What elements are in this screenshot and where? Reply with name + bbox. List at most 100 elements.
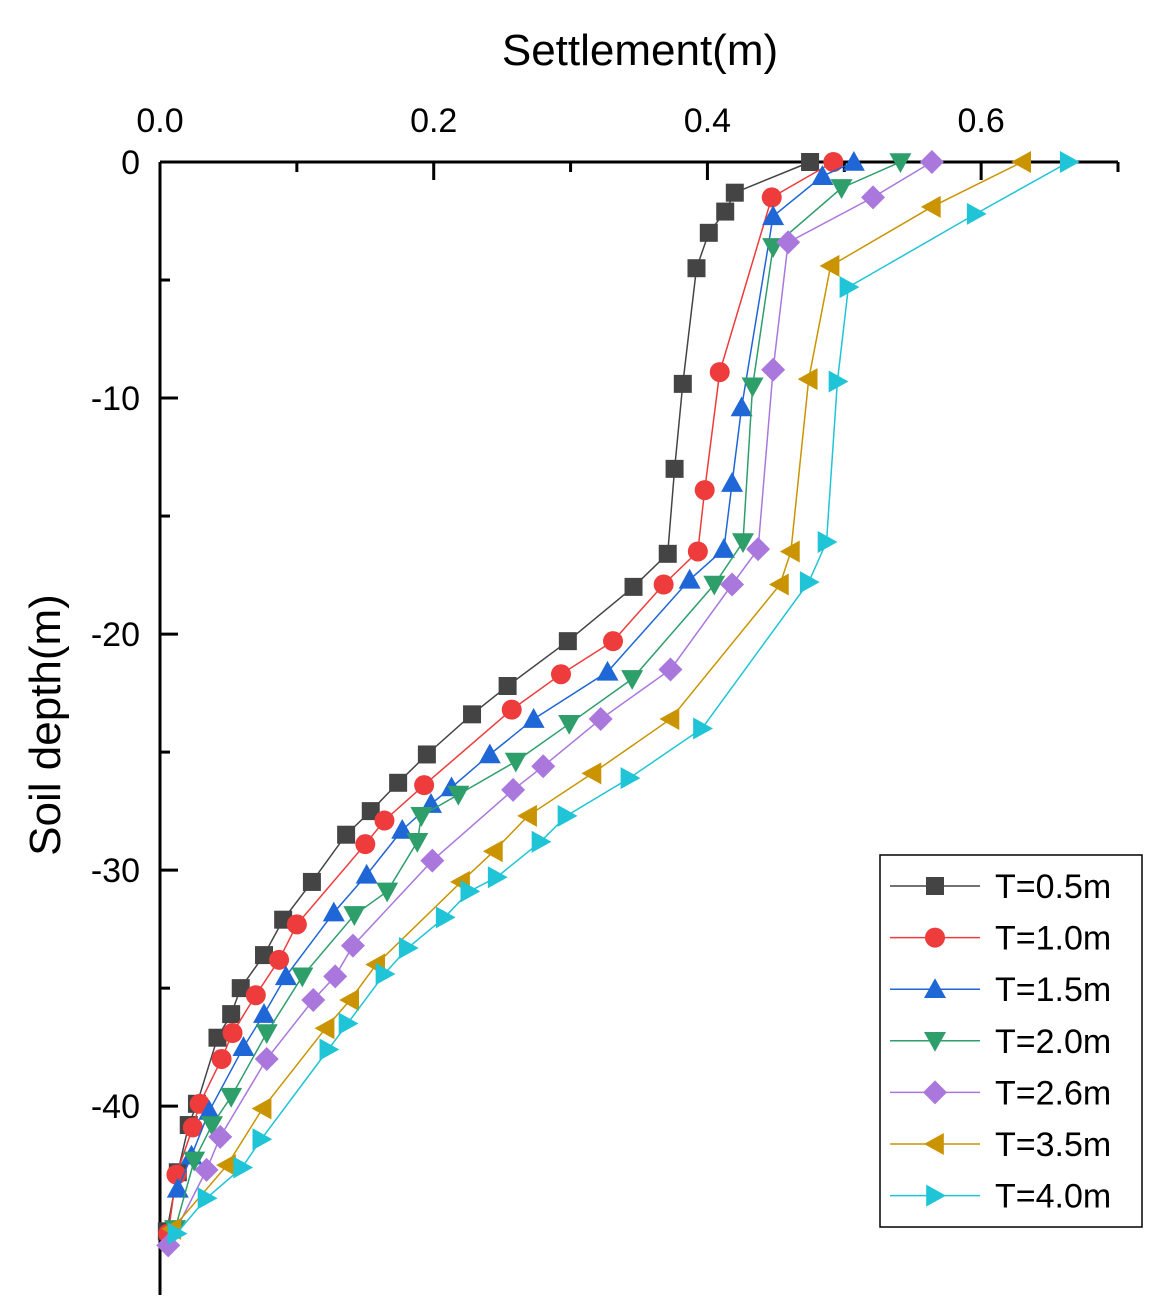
data-point — [776, 230, 801, 255]
data-point — [596, 660, 619, 681]
legend-marker — [926, 1184, 946, 1207]
legend-item: T=3.5m — [890, 1126, 1111, 1164]
data-point — [255, 1024, 278, 1044]
x-tick-label: 0.4 — [684, 102, 731, 140]
data-point — [166, 1177, 189, 1198]
data-point — [245, 985, 266, 1006]
data-point — [687, 259, 706, 278]
y-tick-label: -20 — [91, 616, 140, 654]
data-point — [517, 804, 537, 827]
data-point — [588, 707, 613, 732]
series-line — [167, 161, 933, 1246]
data-point — [1059, 151, 1080, 173]
data-point — [447, 785, 470, 806]
data-point — [322, 901, 345, 922]
data-point — [274, 965, 297, 986]
data-point — [389, 773, 408, 792]
legend-label: T=1.0m — [995, 920, 1111, 958]
data-point — [531, 830, 552, 853]
data-point — [398, 937, 419, 960]
data-point — [253, 1003, 276, 1023]
data-point — [319, 1038, 340, 1061]
data-point — [709, 362, 730, 383]
data-point — [182, 1117, 203, 1138]
data-point — [417, 745, 436, 764]
data-point — [222, 1022, 243, 1043]
data-point — [339, 988, 360, 1011]
y-tick-label: -30 — [91, 852, 140, 890]
legend-item: T=1.5m — [890, 971, 1111, 1009]
data-point — [254, 1046, 279, 1071]
series-line — [174, 161, 901, 1230]
legend-label: T=2.0m — [995, 1023, 1111, 1061]
data-point — [414, 775, 435, 796]
data-point — [183, 1151, 206, 1172]
data-point — [694, 480, 715, 501]
data-point — [463, 705, 482, 724]
data-point — [478, 743, 501, 764]
data-point — [340, 933, 365, 958]
data-point — [823, 152, 844, 172]
data-point — [233, 1156, 254, 1179]
data-point — [966, 202, 987, 225]
data-point — [712, 538, 735, 558]
data-point — [211, 1048, 232, 1069]
data-point — [581, 762, 602, 785]
data-point — [920, 195, 941, 218]
x-tick-label: 0.6 — [958, 102, 1005, 140]
data-point — [487, 866, 508, 889]
data-point — [197, 1187, 218, 1210]
data-point — [376, 882, 399, 903]
legend-label: T=2.6m — [995, 1074, 1111, 1112]
data-point — [558, 714, 581, 735]
data-point — [435, 906, 456, 929]
data-point — [703, 575, 726, 596]
data-point — [678, 568, 701, 589]
data-point — [216, 1154, 236, 1177]
series-T=1.0m — [158, 152, 844, 1244]
data-point — [531, 754, 556, 779]
data-point — [374, 810, 395, 831]
legend-label: T=3.5m — [995, 1126, 1111, 1164]
legend-item: T=0.5m — [890, 868, 1111, 906]
series-T=2.6m — [156, 150, 944, 1258]
data-point — [762, 205, 785, 226]
data-point — [817, 531, 838, 554]
data-point — [828, 370, 849, 393]
data-point — [361, 802, 380, 821]
data-point — [720, 572, 745, 597]
data-point — [301, 987, 326, 1012]
data-point — [522, 708, 545, 728]
data-point — [842, 151, 865, 171]
data-point — [198, 1099, 221, 1120]
series-group — [156, 150, 1080, 1258]
data-point — [699, 223, 718, 242]
data-point — [251, 1097, 272, 1120]
data-point — [687, 541, 708, 562]
data-point — [665, 459, 684, 478]
series-T=4.0m — [167, 151, 1080, 1245]
data-point — [420, 848, 445, 873]
y-tick-label: -10 — [91, 380, 140, 418]
data-point — [460, 880, 481, 903]
data-point — [269, 949, 290, 970]
data-point — [220, 1087, 243, 1108]
data-point — [501, 699, 522, 720]
data-point — [811, 165, 834, 185]
data-point — [167, 1222, 188, 1245]
data-point — [338, 1012, 359, 1035]
data-point — [861, 185, 886, 210]
data-point — [232, 1036, 255, 1056]
data-point — [797, 368, 818, 391]
data-point — [659, 708, 680, 731]
data-point — [323, 964, 348, 989]
x-axis-title: Settlement(m) — [502, 26, 778, 75]
data-point — [693, 717, 713, 740]
legend-marker — [924, 1133, 944, 1155]
legend-label: T=0.5m — [995, 868, 1111, 906]
data-point — [504, 752, 527, 773]
data-point — [231, 979, 250, 998]
data-point — [839, 276, 860, 299]
legend-label: T=4.0m — [995, 1178, 1111, 1216]
data-point — [673, 374, 692, 393]
